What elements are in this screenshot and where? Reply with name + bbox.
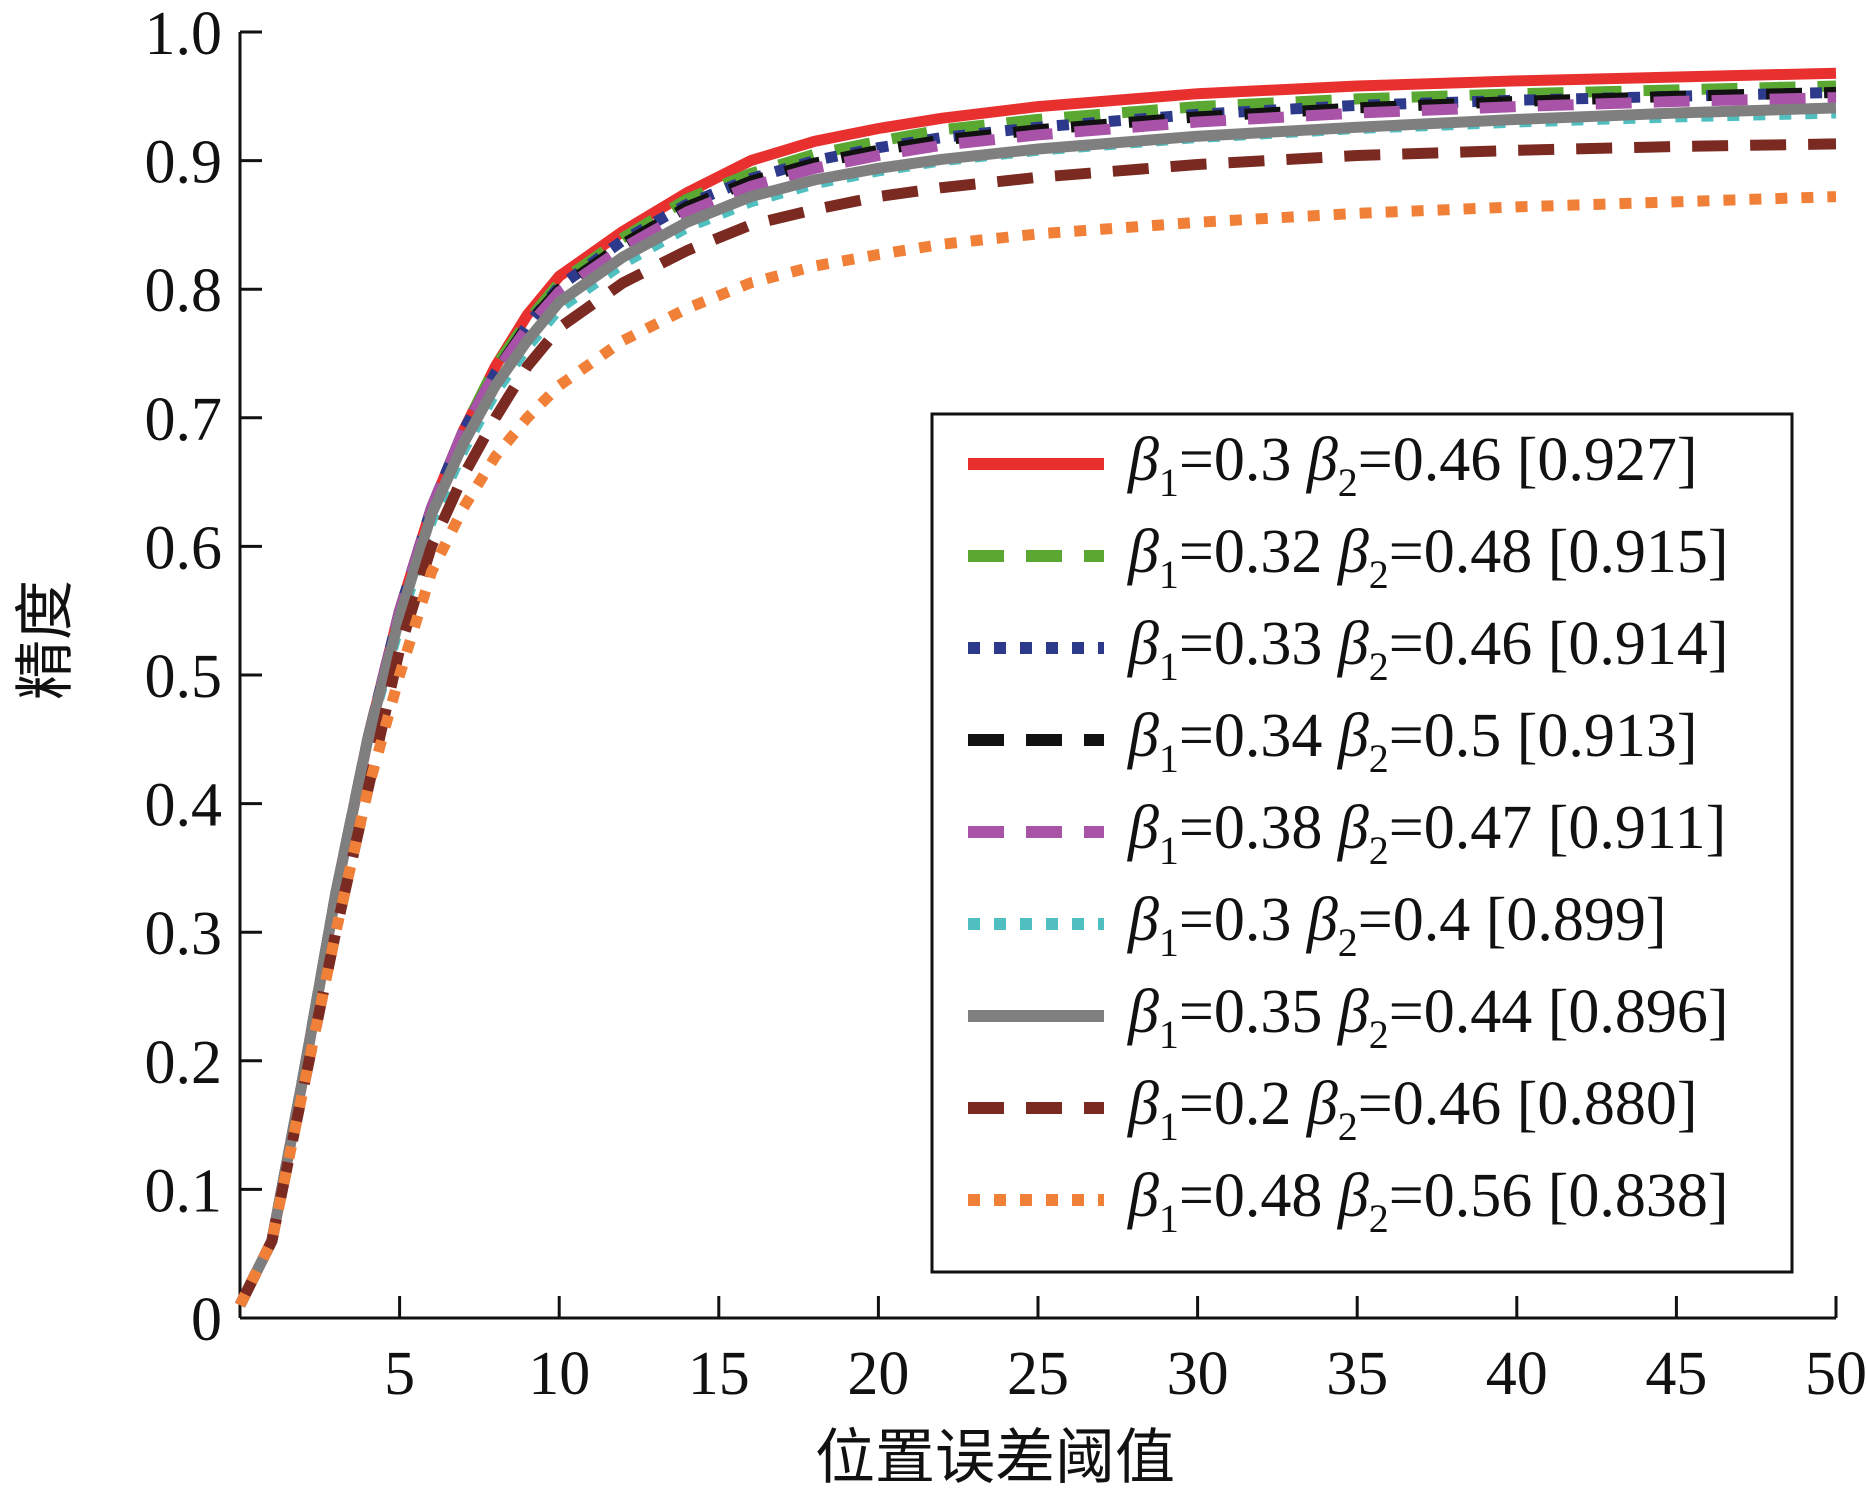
legend-label: β1=0.32 β2=0.48 [0.915] bbox=[1127, 518, 1729, 597]
legend-entry: β1=0.38 β2=0.47 [0.911] bbox=[968, 794, 1726, 873]
y-tick-label: 0 bbox=[191, 1286, 222, 1354]
legend-label: β1=0.34 β2=0.5 [0.913] bbox=[1127, 702, 1698, 781]
legend-box bbox=[930, 412, 1794, 1274]
x-tick-label: 20 bbox=[847, 1340, 909, 1408]
y-tick-label: 0.9 bbox=[145, 129, 223, 197]
x-axis-title: 位置误差阈值 bbox=[815, 1423, 1175, 1493]
legend-entry: β1=0.3 β2=0.4 [0.899] bbox=[968, 886, 1667, 965]
x-tick-label: 40 bbox=[1486, 1340, 1548, 1408]
y-tick-label: 0.8 bbox=[145, 257, 223, 325]
y-tick-label: 0.3 bbox=[145, 900, 223, 968]
legend-label: β1=0.3 β2=0.46 [0.927] bbox=[1127, 426, 1698, 505]
y-tick-label: 1.0 bbox=[145, 0, 223, 68]
y-tick-label: 0.1 bbox=[145, 1157, 223, 1225]
legend-label: β1=0.35 β2=0.44 [0.896] bbox=[1127, 978, 1729, 1057]
legend-label: β1=0.2 β2=0.46 [0.880] bbox=[1127, 1070, 1698, 1149]
y-tick-label: 0.5 bbox=[145, 643, 223, 711]
legend-entry: β1=0.34 β2=0.5 [0.913] bbox=[968, 702, 1698, 781]
legend-label: β1=0.33 β2=0.46 [0.914] bbox=[1127, 610, 1729, 689]
x-tick-label: 25 bbox=[1007, 1340, 1069, 1408]
legend-label: β1=0.3 β2=0.4 [0.899] bbox=[1127, 886, 1667, 965]
series-line-7 bbox=[235, 102, 1837, 1308]
x-tick-label: 50 bbox=[1805, 1340, 1866, 1408]
x-tick-label: 15 bbox=[688, 1340, 750, 1408]
y-tick-label: 0.2 bbox=[145, 1029, 223, 1097]
x-tick-label: 5 bbox=[384, 1340, 415, 1408]
legend-label: β1=0.38 β2=0.47 [0.911] bbox=[1127, 794, 1726, 873]
y-tick-label: 0.6 bbox=[145, 514, 223, 582]
legend-entry: β1=0.48 β2=0.56 [0.838] bbox=[968, 1162, 1729, 1241]
legend-entry: β1=0.3 β2=0.46 [0.927] bbox=[968, 426, 1698, 505]
legend-label: β1=0.48 β2=0.56 [0.838] bbox=[1127, 1162, 1729, 1241]
series-layer bbox=[235, 67, 1837, 1308]
series-line-8 bbox=[235, 138, 1837, 1308]
x-tick-label: 35 bbox=[1326, 1340, 1388, 1408]
x-tick-label: 30 bbox=[1167, 1340, 1229, 1408]
x-tick-label: 45 bbox=[1645, 1340, 1707, 1408]
legend-entry: β1=0.35 β2=0.44 [0.896] bbox=[968, 978, 1729, 1057]
legend-entry: β1=0.32 β2=0.48 [0.915] bbox=[968, 518, 1729, 597]
y-tick-label: 0.4 bbox=[145, 772, 223, 840]
ticks-layer: 0 0.1 0.2 0.3 0.4 0.5 0.6 0.7 0.8 0.9 1.0 5 10 15 20 25… bbox=[145, 0, 1866, 1408]
legend: β1=0.3 β2=0.46 [0.927] β1=0.32 β2=0.48 [0… bbox=[930, 412, 1794, 1274]
y-tick-label: 0.7 bbox=[145, 386, 223, 454]
y-axis-title: 精度 bbox=[11, 580, 81, 700]
legend-entry: β1=0.2 β2=0.46 [0.880] bbox=[968, 1070, 1698, 1149]
x-tick-label: 10 bbox=[528, 1340, 590, 1408]
legend-entry: β1=0.33 β2=0.46 [0.914] bbox=[968, 610, 1729, 689]
